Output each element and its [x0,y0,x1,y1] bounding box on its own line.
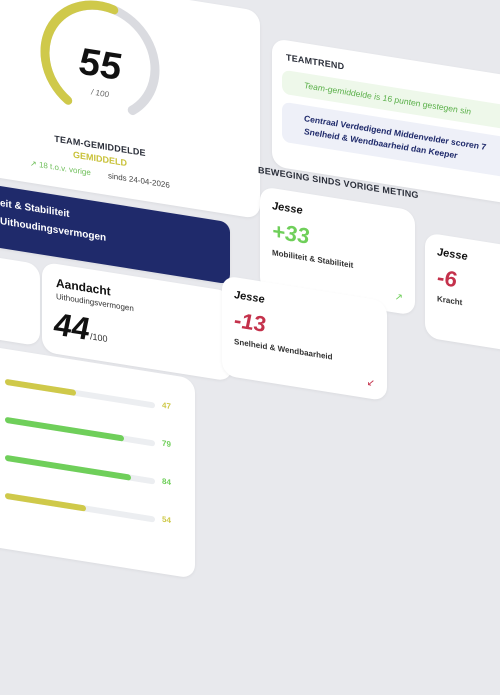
skill: Snelheid & Wendbaarheid [234,337,333,362]
gauge-arc [40,0,160,122]
bars-card: 47 79 84 54 [0,344,195,579]
change: -13 [234,307,266,338]
player-name: Jesse [272,200,303,217]
change: -6 [437,264,457,293]
bar-label: 54 [162,514,171,526]
bar [5,492,86,512]
player-name: Jesse [234,289,265,306]
bar [5,454,131,481]
gauge [40,0,160,122]
skill: Mobiliteit & Stabiliteit [272,248,354,270]
trend-icon: ↙ [366,377,375,390]
bar [5,378,76,396]
bar-label: 79 [162,438,171,450]
skill: Kracht [437,294,463,308]
bar [5,416,124,442]
side-card [0,248,40,347]
player-name: Jesse [437,246,468,264]
gauge-since: sinds 24-04-2026 [108,171,170,190]
bar-label: 47 [162,400,171,412]
change-text: 18 t.o.v. vorige [38,160,91,178]
gauge-change: ↗ 18 t.o.v. vorige [30,158,91,178]
bar-label: 84 [162,476,171,488]
change: +33 [272,218,310,249]
banner-line: Uithoudingsvermogen [0,216,107,244]
teamtrend-title: TEAMTREND [286,52,345,72]
focus-max: /100 [90,331,108,345]
trend-icon: ↗ [394,291,403,304]
gauge-card: 55 / 100 TEAM-GEMIDDELDE GEMIDDELD ↗ 18 … [0,0,260,220]
focus-score: 44 [54,305,90,348]
page: 55 / 100 TEAM-GEMIDDELDE GEMIDDELD ↗ 18 … [0,0,500,579]
